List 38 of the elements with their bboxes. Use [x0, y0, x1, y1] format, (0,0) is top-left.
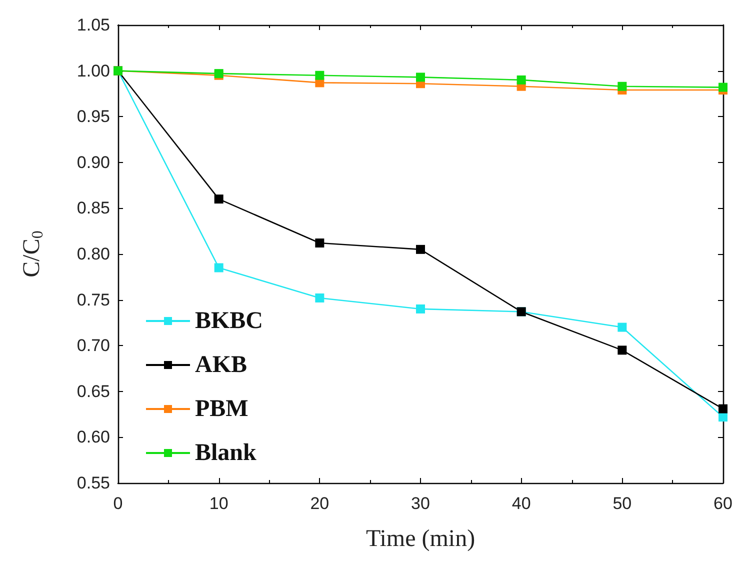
- point: [618, 322, 627, 332]
- point: [315, 293, 324, 302]
- x-tick-label: 50: [612, 494, 632, 513]
- y-tick-label: 0.65: [76, 382, 110, 401]
- y-tick-label: 0.85: [76, 198, 110, 218]
- point: [214, 194, 224, 204]
- legend-label: Blank: [195, 440, 258, 466]
- point: [416, 244, 425, 254]
- y-tick-label: 0.70: [76, 336, 110, 356]
- y-tick-label: 0.80: [76, 244, 110, 264]
- point: [416, 304, 425, 314]
- y-tick-label: 0.55: [76, 474, 110, 492]
- x-tick-label: 20: [310, 494, 330, 513]
- y-tick-label: 0.60: [76, 428, 110, 447]
- point: [718, 82, 728, 92]
- y-tick-label: 0.95: [76, 107, 110, 126]
- point: [214, 263, 224, 272]
- point: [315, 238, 324, 248]
- point: [416, 72, 425, 82]
- point: [718, 404, 728, 414]
- legend-label: AKB: [195, 352, 248, 378]
- point: [516, 75, 526, 84]
- point: [618, 82, 627, 91]
- x-tick-label: 10: [209, 494, 228, 513]
- x-tick-label: 40: [512, 494, 531, 513]
- point: [315, 70, 324, 80]
- x-tick-label: 0: [113, 494, 123, 513]
- y-tick-label: 1.05: [76, 16, 110, 34]
- y-axis-title: C/C0: [19, 230, 46, 278]
- x-tick-label: 60: [714, 494, 732, 513]
- y-tick-label: 0.90: [76, 152, 110, 172]
- y-tick-label: 1.00: [76, 61, 110, 80]
- legend-label: PBM: [195, 396, 248, 422]
- legend-label: BKBC: [195, 308, 264, 334]
- x-tick-label: 30: [411, 494, 430, 513]
- y-tick-label: 0.75: [76, 290, 110, 310]
- x-axis-title: Time (min): [366, 526, 476, 552]
- point: [618, 346, 627, 355]
